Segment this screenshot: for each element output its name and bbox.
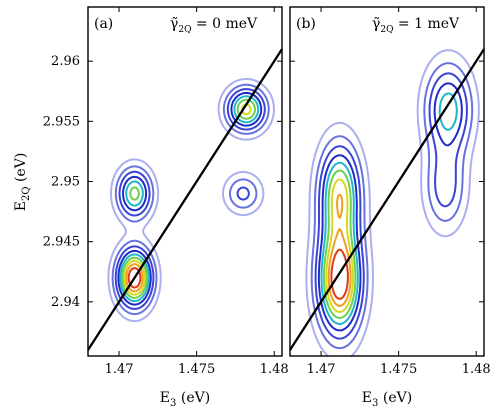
x-tick-label-b-0: 1.47 — [307, 362, 336, 377]
contours-b — [305, 49, 480, 357]
diagonal-line-b — [289, 48, 485, 351]
gamma-symbol-a: γ̃ — [170, 16, 178, 32]
contour-level-b-3 — [317, 82, 463, 332]
gamma-value-b: = 1 meV — [393, 16, 460, 32]
x-tick-label-b-2: 1.48 — [462, 362, 491, 377]
gamma-subscript-a: 2Q — [178, 25, 191, 35]
x-tick-label-a-0: 1.47 — [105, 362, 134, 377]
gamma-value-a: = 0 meV — [191, 16, 258, 32]
x-axis-label-b: E3 (eV) — [362, 390, 412, 409]
x-ticks-a: 1.47 1.475 1.48 — [105, 7, 289, 377]
contour-level-a-6 — [123, 103, 252, 296]
y-ticks-a: 2.94 2.945 2.95 2.955 2.96 — [43, 54, 282, 310]
y-axis-label: E2Q (eV) — [13, 153, 32, 212]
contour-level-a-1 — [111, 83, 270, 316]
panel-label-a: (a) — [94, 16, 113, 32]
x-ticks-b: 1.47 1.475 1.48 — [307, 7, 491, 377]
y-tick-label-0: 2.94 — [51, 295, 80, 310]
y-tick-label-2: 2.95 — [51, 175, 80, 190]
diagonal-line-a — [87, 48, 283, 351]
contour-level-b-7 — [327, 193, 352, 307]
panel-label-b: (b) — [296, 16, 316, 32]
contour-level-b-2 — [314, 72, 468, 340]
y-tick-label-1: 2.945 — [43, 235, 80, 250]
contour-level-b-1 — [310, 62, 474, 350]
x-axis-label-a: E3 (eV) — [160, 390, 210, 409]
panel-b: 1.47 1.475 1.48 (b) γ̃2Q = 1 meV — [289, 6, 491, 377]
contour-level-a-2 — [114, 88, 266, 310]
x-tick-label-a-1: 1.475 — [178, 362, 215, 377]
x-tick-label-a-2: 1.48 — [260, 362, 289, 377]
gamma-annotation-a: γ̃2Q = 0 meV — [170, 16, 258, 35]
gamma-subscript-b: 2Q — [380, 25, 393, 35]
gamma-symbol-b: γ̃ — [372, 16, 380, 32]
panel-a: 2.94 2.945 2.95 2.955 2.96 1.47 1.475 1.48 (a)… — [43, 6, 289, 377]
contour-level-a-0 — [107, 78, 275, 323]
contour-level-a-5 — [121, 98, 256, 299]
contour-level-b-5 — [322, 169, 357, 319]
gamma-annotation-b: γ̃2Q = 1 meV — [372, 16, 460, 35]
y-tick-label-3: 2.955 — [43, 114, 80, 129]
contours-a — [107, 78, 275, 323]
x-tick-label-b-1: 1.475 — [380, 362, 417, 377]
contour-level-b-4 — [320, 92, 458, 325]
contour-level-b-8 — [330, 248, 349, 300]
contour-level-b-6 — [325, 178, 355, 313]
y-tick-label-4: 2.96 — [51, 54, 80, 69]
contour-level-a-3 — [117, 92, 263, 306]
y-ticks-b — [290, 60, 484, 303]
